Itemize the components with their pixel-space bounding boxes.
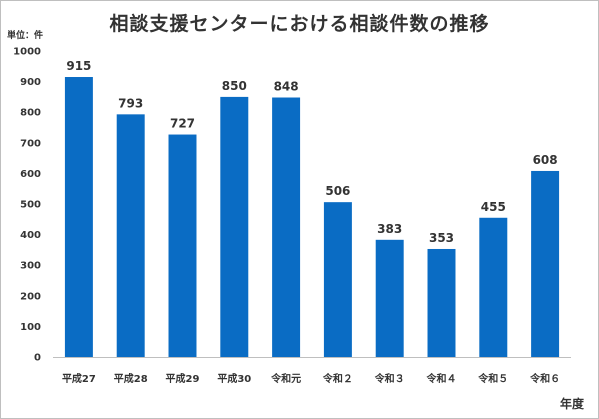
data-labels: 915 793 727 850 848 506 383 353 455 608 (66, 59, 557, 245)
bar-value-label: 915 (66, 59, 91, 73)
bar (116, 114, 145, 357)
y-tick-label: 0 (34, 353, 41, 364)
x-category-label: 令和５ (477, 372, 508, 385)
y-tick-label: 400 (20, 230, 41, 241)
y-tick-label: 1000 (13, 47, 41, 58)
y-tick-label: 900 (20, 77, 41, 88)
x-category-label: 平成28 (114, 372, 148, 385)
bar (427, 248, 456, 357)
x-category-label: 令和２ (322, 372, 353, 385)
bar-value-label: 353 (429, 231, 454, 245)
bar-value-label: 727 (170, 117, 195, 131)
bar (531, 170, 560, 357)
bar-value-label: 850 (222, 79, 247, 93)
bar (272, 97, 301, 358)
x-axis-categories: 平成27 平成28 平成29 平成30 令和元 令和２ 令和３ 令和４ 令和５ 令和６ (62, 372, 560, 385)
y-tick-label: 700 (20, 138, 41, 149)
bar (64, 77, 93, 357)
x-category-label: 令和６ (529, 372, 560, 385)
x-axis-title: 年度 (559, 397, 584, 411)
x-category-label: 平成30 (217, 372, 251, 385)
chart-title: 相談支援センターにおける相談件数の推移 (109, 13, 490, 35)
y-tick-label: 100 (20, 322, 41, 333)
bar (479, 217, 508, 357)
y-tick-label: 500 (20, 200, 41, 211)
bar-value-label: 848 (274, 80, 299, 94)
bar (220, 96, 249, 358)
y-tick-label: 800 (20, 108, 41, 119)
bar-value-label: 506 (325, 184, 350, 198)
bar-value-label: 455 (481, 200, 506, 214)
bar (168, 134, 197, 357)
x-category-label: 令和元 (270, 372, 301, 385)
x-category-label: 令和４ (426, 372, 457, 385)
x-category-label: 平成29 (166, 372, 200, 385)
bars (64, 77, 560, 358)
bar-value-label: 608 (533, 153, 558, 167)
bar-value-label: 383 (377, 222, 402, 236)
y-tick-label: 200 (20, 291, 41, 302)
y-tick-label: 300 (20, 261, 41, 272)
x-category-label: 平成27 (62, 372, 96, 385)
y-tick-label: 600 (20, 169, 41, 180)
y-axis-ticks: 0 100 200 300 400 500 600 700 800 900 1000 (13, 47, 41, 364)
bar (375, 239, 404, 357)
x-category-label: 令和３ (374, 372, 405, 385)
bar-value-label: 793 (118, 96, 143, 110)
y-axis-unit-label: 単位：件 (7, 31, 44, 41)
bar (323, 202, 352, 357)
